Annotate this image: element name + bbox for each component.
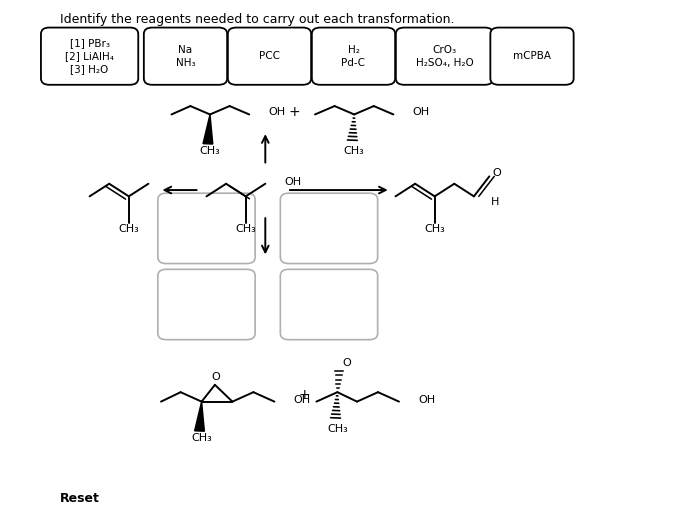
Text: O: O [342,358,351,368]
Text: H: H [491,196,499,207]
Text: OH: OH [284,177,301,187]
Text: CH₃: CH₃ [235,224,256,235]
Text: O: O [211,372,220,383]
Text: OH: OH [268,107,285,118]
Text: OH: OH [418,395,435,405]
Text: OH: OH [412,107,429,118]
FancyBboxPatch shape [158,193,255,264]
Text: [1] PBr₃
[2] LiAlH₄
[3] H₂O: [1] PBr₃ [2] LiAlH₄ [3] H₂O [65,38,114,75]
Text: +: + [299,388,310,402]
FancyBboxPatch shape [158,269,255,340]
Text: H₂
Pd-C: H₂ Pd-C [342,45,365,68]
Polygon shape [203,114,213,144]
Text: Reset: Reset [60,492,99,505]
FancyBboxPatch shape [144,27,227,85]
Text: Na
NH₃: Na NH₃ [176,45,195,68]
Text: CH₃: CH₃ [344,146,365,156]
FancyBboxPatch shape [312,27,395,85]
Text: PCC: PCC [259,51,280,61]
FancyBboxPatch shape [280,193,378,264]
Text: Identify the reagents needed to carry out each transformation.: Identify the reagents needed to carry ou… [60,13,454,26]
Polygon shape [195,402,204,431]
Text: CH₃: CH₃ [191,433,212,444]
Text: mCPBA: mCPBA [513,51,551,61]
Text: CrO₃
H₂SO₄, H₂O: CrO₃ H₂SO₄, H₂O [416,45,473,68]
Text: CH₃: CH₃ [327,424,348,434]
FancyBboxPatch shape [396,27,493,85]
Text: CH₃: CH₃ [424,224,445,235]
Text: +: + [288,106,300,119]
FancyBboxPatch shape [228,27,311,85]
Text: OH: OH [293,395,310,405]
FancyBboxPatch shape [490,27,574,85]
Text: O: O [492,168,500,178]
FancyBboxPatch shape [280,269,378,340]
Text: CH₃: CH₃ [199,146,220,156]
FancyBboxPatch shape [41,27,139,85]
Text: CH₃: CH₃ [118,224,139,235]
